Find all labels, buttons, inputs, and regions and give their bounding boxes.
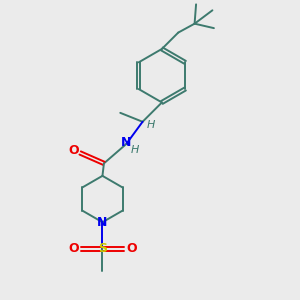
Text: N: N xyxy=(97,216,108,229)
Text: H: H xyxy=(147,120,155,130)
Text: O: O xyxy=(126,242,136,256)
Text: H: H xyxy=(130,145,139,155)
Text: S: S xyxy=(98,242,107,256)
Text: N: N xyxy=(121,136,131,149)
Text: O: O xyxy=(68,144,79,157)
Text: O: O xyxy=(68,242,79,256)
